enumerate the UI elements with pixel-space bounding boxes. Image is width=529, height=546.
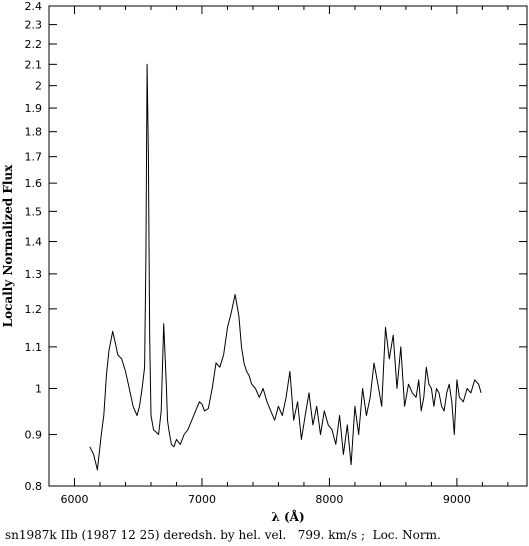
y-tick-label: 1: [35, 383, 42, 396]
x-axis-ticks: 6000 7000 8000 9000: [48, 6, 509, 506]
x-tick-label: 9000: [443, 493, 471, 506]
y-tick-label: 2.1: [25, 58, 43, 71]
y-tick-label: 1.7: [25, 151, 43, 164]
y-axis-label: Locally Normalized Flux: [1, 164, 15, 327]
y-tick-label: 1.9: [25, 102, 43, 115]
y-tick-label: 2.2: [25, 38, 43, 51]
plot-frame: [48, 5, 528, 487]
x-tick-label: 8000: [315, 493, 343, 506]
y-tick-label: 2.3: [25, 19, 43, 32]
x-axis-label: λ (Å): [271, 509, 304, 524]
y-tick-label: 2: [35, 80, 42, 93]
y-tick-label: 0.8: [25, 480, 43, 493]
y-tick-label: 1.2: [25, 303, 43, 316]
y-tick-label: 1.6: [25, 177, 43, 190]
chart-caption: sn1987k IIb (1987 12 25) deredsh. by hel…: [5, 528, 441, 542]
y-tick-label: 1.1: [25, 341, 43, 354]
y-axis-ticks: 0.8 0.9 1 1.1 1.2 1.3 1.4 1.5 1.6 1.7 1.8 1.9 2 2.1 2.…: [25, 0, 527, 493]
x-tick-label: 6000: [60, 493, 88, 506]
x-tick-label: 7000: [188, 493, 216, 506]
y-tick-label: 0.9: [25, 429, 43, 442]
y-tick-label: 1.3: [25, 268, 43, 281]
flux-series-line: [89, 63, 482, 471]
y-tick-label: 1.4: [25, 235, 43, 248]
y-tick-label: 1.8: [25, 126, 43, 139]
y-tick-label: 2.4: [25, 0, 43, 13]
y-tick-label: 1.5: [25, 205, 43, 218]
